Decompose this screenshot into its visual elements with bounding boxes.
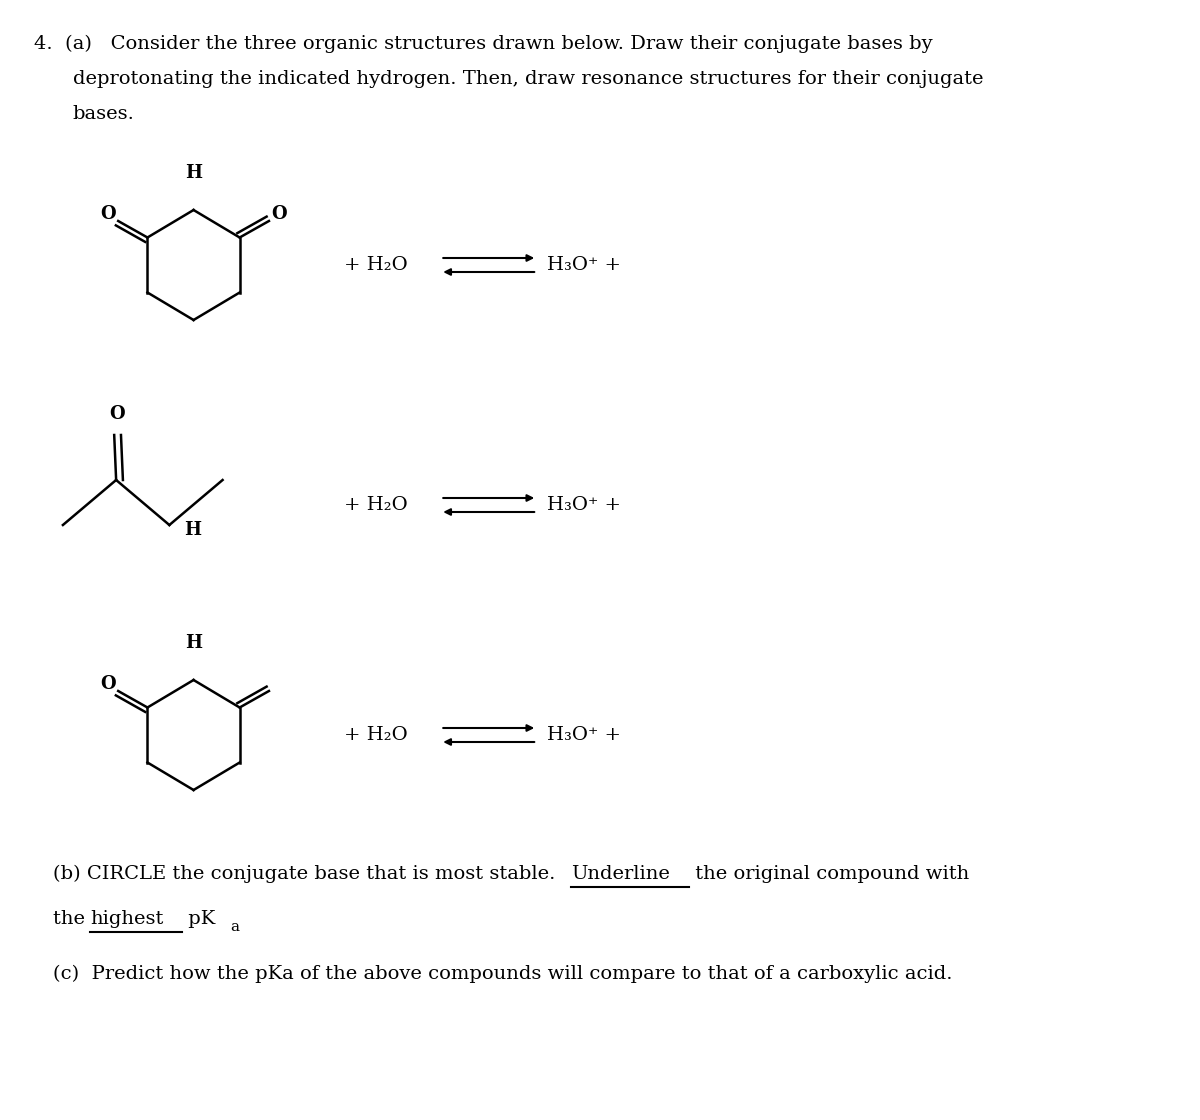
Text: H₃O⁺ +: H₃O⁺ + [547,726,620,744]
Text: deprotonating the indicated hydrogen. Then, draw resonance structures for their : deprotonating the indicated hydrogen. Th… [72,71,983,88]
Text: O: O [101,205,116,223]
Text: H: H [185,634,202,652]
Text: a: a [230,920,239,934]
Text: pK: pK [182,909,215,928]
Text: the original compound with: the original compound with [689,865,970,883]
Text: 4.  (a)   Consider the three organic structures drawn below. Draw their conjugat: 4. (a) Consider the three organic struct… [34,35,932,54]
Text: O: O [271,205,287,223]
Text: (c)  Predict how the pKa of the above compounds will compare to that of a carbox: (c) Predict how the pKa of the above com… [53,965,953,983]
Text: H₃O⁺ +: H₃O⁺ + [547,496,620,514]
Text: H: H [184,521,200,539]
Text: H: H [185,164,202,181]
Text: O: O [101,675,116,693]
Text: the: the [53,909,91,928]
Text: + H₂O: + H₂O [343,256,407,274]
Text: Underline: Underline [571,865,670,883]
Text: + H₂O: + H₂O [343,496,407,514]
Text: bases.: bases. [72,105,134,123]
Text: O: O [109,405,125,423]
Text: (b) CIRCLE the conjugate base that is most stable.: (b) CIRCLE the conjugate base that is mo… [53,865,562,884]
Text: H₃O⁺ +: H₃O⁺ + [547,256,620,274]
Text: + H₂O: + H₂O [343,726,407,744]
Text: highest: highest [90,909,163,928]
